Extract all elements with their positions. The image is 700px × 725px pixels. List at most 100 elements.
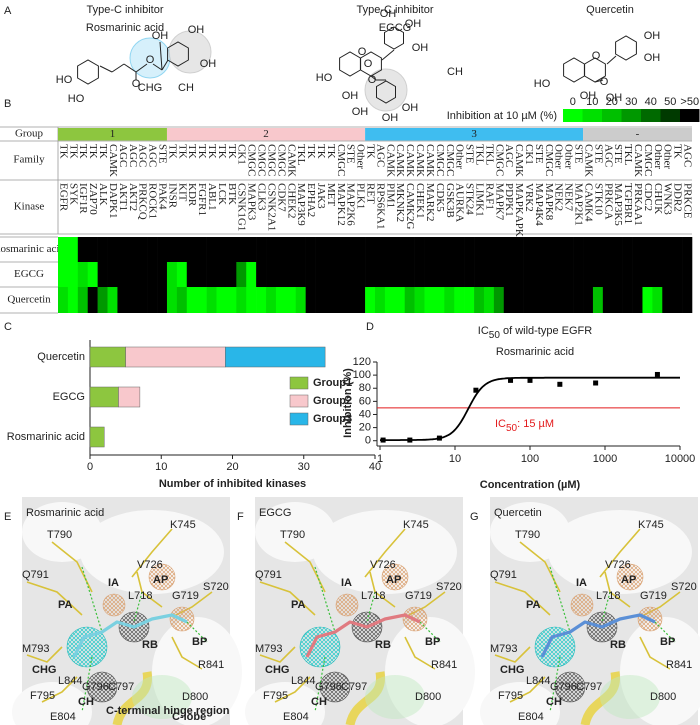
y-tick-label: 0 — [365, 435, 371, 447]
residue-label: E804 — [50, 711, 76, 723]
heat-cell — [483, 237, 495, 262]
kinase-name: PAK4 — [156, 183, 168, 210]
heat-cell — [295, 287, 306, 313]
heat-cell — [196, 287, 207, 313]
heat-cell — [67, 262, 79, 287]
kinase-family: TK — [672, 144, 684, 159]
heat-cell — [236, 237, 247, 262]
heat-cell — [672, 287, 683, 313]
x-tick-label: 0 — [87, 461, 93, 473]
ring — [376, 80, 396, 104]
residue-label: G796 — [315, 681, 342, 693]
heat-cell — [513, 237, 524, 262]
kinase-family: Other — [553, 144, 565, 169]
heat-cell — [622, 287, 633, 313]
heat-cell — [553, 237, 564, 262]
residue-label: L844 — [291, 675, 315, 687]
kinase-name: FGFR1 — [196, 183, 208, 216]
kinase-family: TK — [365, 144, 377, 159]
residue-stick — [404, 636, 436, 670]
residue-label: AP — [153, 574, 168, 586]
heat-cell — [424, 262, 435, 287]
pharmacophore-sphere — [102, 593, 126, 617]
heat-cell — [592, 237, 604, 262]
residue-stick — [494, 646, 531, 663]
residue-label: CHG — [500, 664, 524, 676]
atom-label: O — [364, 58, 373, 70]
molecule-caption: Type-C inhibitor — [356, 4, 433, 16]
heat-cell — [642, 262, 653, 287]
heat-cell — [592, 287, 604, 313]
heat-cell — [355, 287, 366, 313]
kinase-family: CMGC — [642, 144, 654, 176]
kinase-family: CMGC — [434, 144, 446, 176]
heat-cell — [147, 262, 158, 287]
kinase-name: MARK2 — [424, 183, 436, 222]
residue-label: V726 — [137, 559, 163, 571]
bond — [161, 59, 169, 71]
heat-cell — [682, 237, 693, 262]
kinase-family: Other — [662, 144, 674, 169]
heat-cell — [216, 262, 227, 287]
data-point — [407, 437, 413, 443]
residue-label: D800 — [182, 691, 208, 703]
pharmacophore-sphere — [319, 671, 351, 703]
atom-label: OH — [188, 24, 205, 36]
atom-label: OH — [606, 92, 623, 104]
heat-cell — [107, 237, 118, 262]
residue-label: S720 — [671, 581, 697, 593]
atom-label: OH — [342, 90, 359, 102]
heat-cell — [573, 287, 584, 313]
heat-cell — [365, 237, 376, 262]
panel-letter: C — [4, 321, 12, 333]
pharmacophore-sphere — [66, 626, 108, 668]
heat-cell — [533, 287, 544, 313]
molecule-caption: Quercetin — [586, 4, 634, 16]
kinase-family: AGC — [147, 144, 159, 167]
heat-cell — [434, 262, 445, 287]
h-bond — [314, 566, 336, 633]
pharmacophore-sphere — [86, 671, 118, 703]
residue-label: IA — [108, 577, 119, 589]
heat-cell — [632, 237, 643, 262]
kinase-family: AGC — [682, 144, 694, 167]
heat-cell — [384, 262, 396, 287]
heat-cell — [543, 262, 554, 287]
heat-cell — [563, 287, 574, 313]
kinase-family: Other — [454, 144, 466, 169]
kinase-family: TKL — [483, 144, 495, 166]
kinase-name: ABL1 — [206, 183, 218, 211]
annotation: IC50: 15 µM — [495, 418, 554, 434]
bond — [135, 63, 148, 73]
residue-label: CH — [546, 696, 562, 708]
kinase-family: TK — [186, 144, 198, 159]
kinase-family: TK — [325, 144, 337, 159]
heat-cell — [97, 237, 108, 262]
heat-cell — [117, 262, 128, 287]
kinase-family: STE — [156, 144, 168, 164]
ring — [563, 57, 585, 83]
kinase-name: DDR2 — [672, 183, 684, 212]
heat-cell — [67, 237, 79, 262]
kinase-family: TK — [57, 144, 69, 159]
heat-cell — [345, 287, 356, 313]
kinase-family: STE — [345, 144, 357, 164]
heat-cell — [384, 287, 396, 313]
kinase-name: MAP4K4 — [533, 183, 545, 226]
kinase-family: TKL — [295, 144, 307, 166]
atom-label: HO — [56, 74, 73, 86]
heat-cell — [483, 262, 495, 287]
residue-label: G719 — [640, 590, 667, 602]
atom-label: O — [368, 74, 377, 86]
kinase-name: TGFBR1 — [622, 183, 634, 224]
kinase-family: TK — [196, 144, 208, 159]
heat-cell — [226, 287, 237, 313]
kinase-family: CAMK — [414, 144, 426, 177]
kinase-family: Other — [563, 144, 575, 169]
residue-label: EGCG — [259, 507, 291, 519]
pharmacophore-sphere — [148, 563, 176, 591]
heat-cell — [464, 237, 475, 262]
surface — [152, 617, 242, 725]
legend-swatch — [602, 109, 622, 122]
